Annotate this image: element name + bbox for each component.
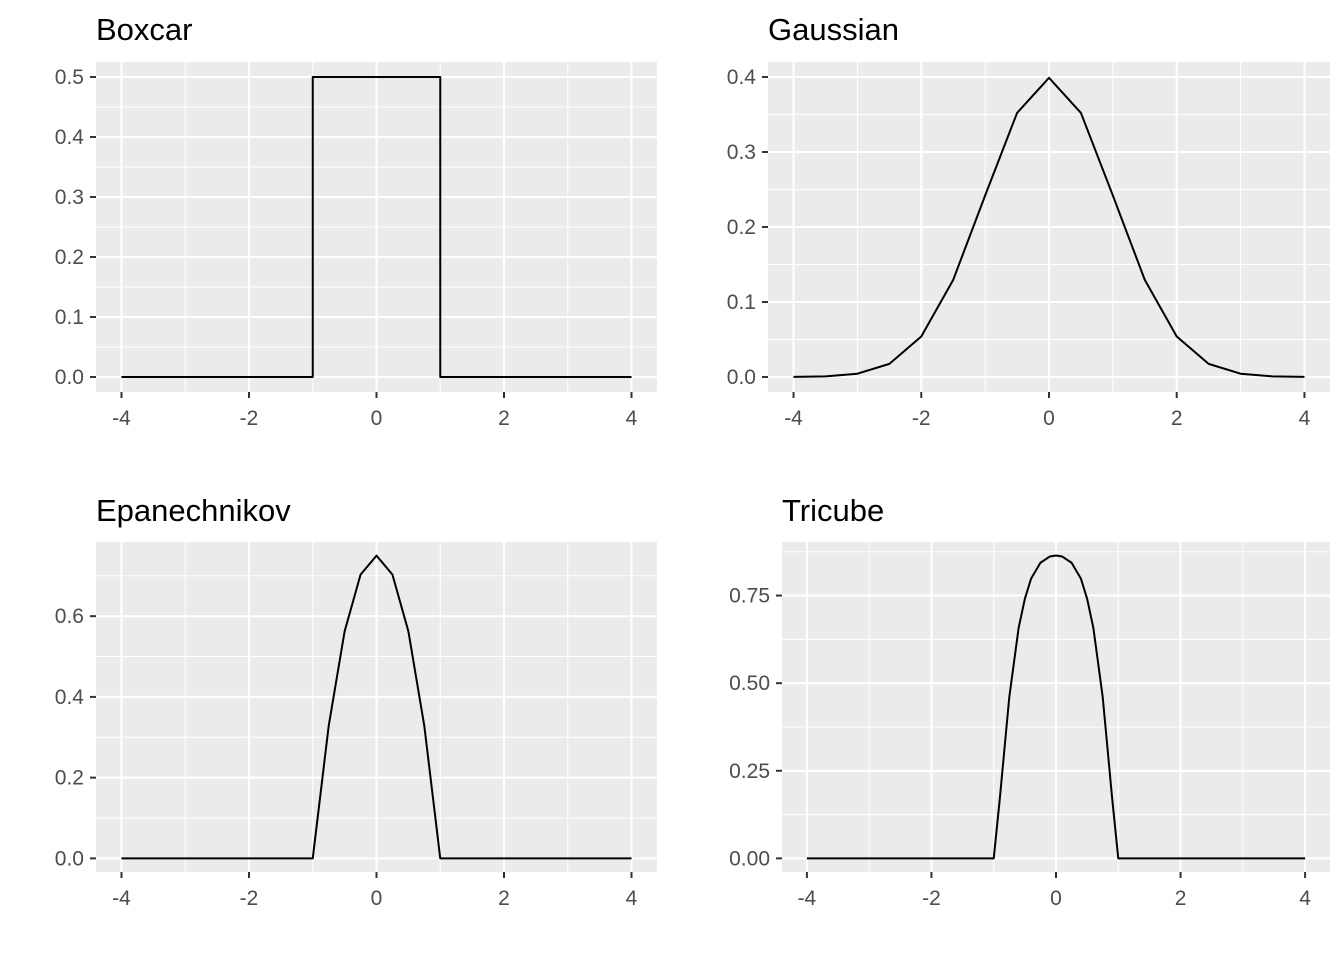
kernel-curve <box>121 554 632 860</box>
kernel-curve <box>806 554 1306 860</box>
y-tick-label: 0.1 <box>727 291 756 314</box>
x-tick-label: -4 <box>784 407 803 430</box>
x-tick-label: -2 <box>912 407 931 430</box>
x-tick-label: -4 <box>112 887 131 910</box>
x-tick-label: -2 <box>240 887 259 910</box>
panel-title: Boxcar <box>96 12 192 47</box>
y-tick-label: 0.3 <box>727 141 756 164</box>
panel-title: Epanechnikov <box>96 493 291 528</box>
x-tick-label: -4 <box>798 887 817 910</box>
x-tick-label: 4 <box>1299 407 1311 430</box>
x-tick-label: 0 <box>1043 407 1055 430</box>
y-tick-label: 0.4 <box>55 686 85 709</box>
y-tick-label: 0.00 <box>729 847 770 870</box>
panel-1: -4 -2 0 2 4 0.0 0.1 0.2 0.3 0.4 0.5 Boxcar <box>55 12 657 430</box>
y-tick-label: 0.4 <box>727 66 757 89</box>
panel-3: -4 -2 0 2 4 0.0 0.2 0.4 0.6 Epanechnikov <box>55 493 657 910</box>
panel-title: Gaussian <box>768 12 899 47</box>
x-tick-label: 2 <box>498 887 510 910</box>
y-tick-label: 0.0 <box>727 366 756 389</box>
x-tick-label: 2 <box>1171 407 1183 430</box>
y-tick-label: 0.2 <box>727 216 756 239</box>
kernel-curve <box>793 76 1305 378</box>
y-tick-label: 0.3 <box>55 186 84 209</box>
x-tick-label: 0 <box>371 407 383 430</box>
y-tick-label: 0.6 <box>55 605 84 628</box>
x-tick-label: -4 <box>112 407 131 430</box>
y-tick-label: 0.2 <box>55 246 84 269</box>
panel-title: Tricube <box>782 493 884 528</box>
x-tick-label: -2 <box>922 887 941 910</box>
y-tick-label: 0.25 <box>729 760 770 783</box>
y-tick-label: 0.2 <box>55 767 84 790</box>
x-tick-label: 0 <box>371 887 383 910</box>
y-tick-label: 0.4 <box>55 126 85 149</box>
y-tick-label: 0.0 <box>55 366 84 389</box>
y-tick-label: 0.50 <box>729 672 770 695</box>
x-tick-label: 2 <box>498 407 510 430</box>
y-tick-label: 0.75 <box>729 585 770 608</box>
x-tick-label: 4 <box>1299 887 1311 910</box>
panel-4: -4 -2 0 2 4 0.00 0.25 0.50 0.75 Tricube <box>729 493 1330 910</box>
y-tick-label: 0.1 <box>55 306 84 329</box>
y-tick-label: 0.5 <box>55 66 84 89</box>
kernel-curve <box>121 76 632 378</box>
x-tick-label: 4 <box>626 407 638 430</box>
panel-2: -4 -2 0 2 4 0.0 0.1 0.2 0.3 0.4 Gaussian <box>727 12 1330 430</box>
x-tick-label: 4 <box>626 887 638 910</box>
x-tick-label: 2 <box>1175 887 1187 910</box>
y-tick-label: 0.0 <box>55 847 84 870</box>
x-tick-label: -2 <box>240 407 259 430</box>
x-tick-label: 0 <box>1050 887 1062 910</box>
